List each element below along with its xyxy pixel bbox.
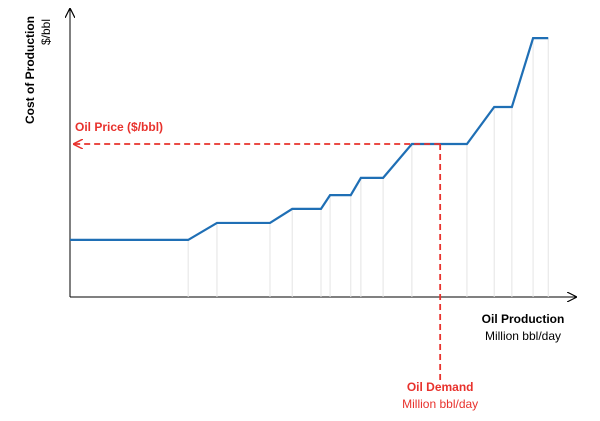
supply-curve [70,37,549,241]
price-label: Oil Price ($/bbl) [75,120,163,134]
x-label: Oil Production [482,312,565,326]
y-label: Cost of Production [23,16,37,124]
demand-unit: Million bbl/day [402,397,478,411]
demand-label: Oil Demand [407,380,474,394]
x-unit: Million bbl/day [485,329,561,343]
y-unit: $/bbl [39,19,53,45]
